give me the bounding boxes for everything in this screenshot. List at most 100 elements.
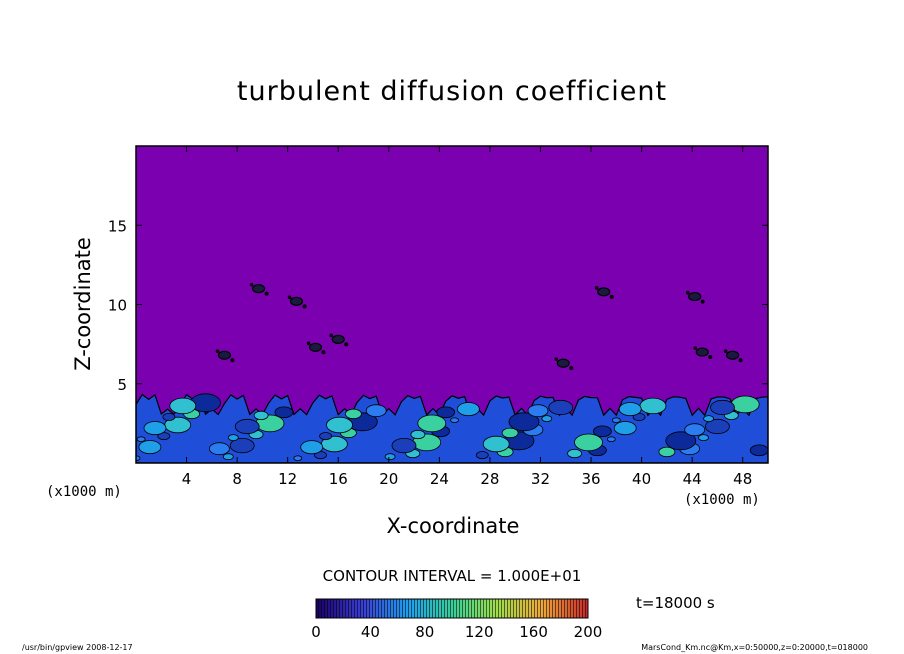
feature-cell bbox=[688, 291, 702, 302]
turbulence-cell bbox=[417, 414, 447, 433]
time-label: t=18000 s bbox=[636, 594, 715, 612]
turbulence-cell bbox=[208, 442, 230, 456]
x-unit-label-left: (x1000 m) bbox=[46, 484, 122, 500]
feature-cell bbox=[331, 334, 345, 344]
turbulence-cell bbox=[365, 404, 387, 418]
feature-dot bbox=[230, 358, 235, 363]
feature-dot bbox=[594, 286, 599, 290]
contour-interval-label: CONTOUR INTERVAL = 1.000E+01 bbox=[322, 567, 582, 585]
turbulence-cell bbox=[300, 440, 324, 455]
feature-cell bbox=[597, 287, 611, 297]
turbulence-cell bbox=[410, 429, 426, 440]
turbulence-cell bbox=[436, 406, 456, 419]
turbulence-cell bbox=[391, 437, 417, 454]
feature-dot bbox=[693, 346, 698, 350]
feature-cell bbox=[252, 284, 266, 294]
turbulence-cell bbox=[136, 436, 146, 443]
turbulence-cell bbox=[319, 432, 333, 441]
x-tick-label: 36 bbox=[581, 470, 600, 488]
feature-dot bbox=[723, 349, 728, 354]
feature-dot bbox=[306, 341, 311, 346]
feature-cell bbox=[308, 342, 323, 352]
turbulence-cell bbox=[611, 417, 621, 424]
x-axis-label: X-coordinate bbox=[386, 514, 520, 538]
feature-dot bbox=[329, 333, 334, 338]
turbulence-cell bbox=[730, 395, 760, 414]
turbulence-cell bbox=[222, 453, 234, 461]
x-tick-label: 12 bbox=[278, 470, 297, 488]
turbulence-cell bbox=[234, 418, 260, 435]
feature-group bbox=[215, 282, 743, 371]
chart-title: turbulent diffusion coefficient bbox=[236, 76, 668, 107]
boundary-layer-fill bbox=[136, 393, 768, 463]
y-axis-label: Z-coordinate bbox=[71, 237, 95, 371]
feature-cell bbox=[289, 296, 304, 306]
turbulence-cell bbox=[593, 425, 612, 438]
x-tick-label: 32 bbox=[531, 470, 550, 488]
turbulence-cell bbox=[162, 412, 176, 421]
x-tick-label: 4 bbox=[182, 470, 192, 488]
turbulence-cell bbox=[658, 446, 676, 458]
feature-cell bbox=[726, 350, 740, 360]
feature-dot bbox=[685, 290, 690, 295]
colorbar-tick-label: 0 bbox=[311, 623, 321, 641]
colorbar-stripes bbox=[316, 599, 588, 618]
turbulence-cell bbox=[613, 421, 637, 436]
y-tick-label: 10 bbox=[108, 297, 127, 315]
y-tick-label: 5 bbox=[117, 376, 127, 394]
feature-dot bbox=[700, 299, 705, 304]
x-unit-label-right: (x1000 m) bbox=[684, 492, 760, 508]
colorbar-tick-label: 40 bbox=[361, 623, 380, 641]
turbulence-cell bbox=[384, 453, 396, 461]
turbulence-cell bbox=[639, 397, 667, 415]
turbulence-cell bbox=[574, 433, 603, 452]
x-tick-label: 8 bbox=[232, 470, 242, 488]
turbulence-cell bbox=[169, 397, 197, 415]
turbulence-cell bbox=[229, 437, 255, 454]
turbulence-cell bbox=[293, 455, 303, 462]
feature-dot bbox=[302, 304, 307, 309]
turbulence-cell bbox=[344, 408, 362, 420]
x-tick-label: 24 bbox=[430, 470, 449, 488]
feature-cell bbox=[695, 347, 709, 357]
feature-dot bbox=[249, 282, 254, 287]
turbulence-cell bbox=[618, 402, 642, 417]
x-tick-label: 48 bbox=[733, 470, 752, 488]
footer-left: /usr/bin/gpview 2008-12-17 bbox=[22, 643, 133, 652]
x-tick-label: 16 bbox=[329, 470, 348, 488]
feature-cell bbox=[217, 350, 232, 360]
boundary-layer bbox=[136, 393, 768, 463]
turbulence-cell bbox=[508, 412, 540, 432]
x-tick-label: 44 bbox=[683, 470, 702, 488]
colorbar-tick-label: 80 bbox=[415, 623, 434, 641]
turbulence-cell bbox=[541, 415, 553, 423]
y-tick-label: 15 bbox=[108, 217, 127, 235]
colorbar-frame bbox=[315, 598, 589, 619]
turbulence-cell bbox=[253, 410, 269, 420]
footer-right: MarsCond_Km.nc@Km,x=0:50000,z=0:20000,t=… bbox=[641, 643, 868, 652]
colorbar-tick-label: 200 bbox=[574, 623, 603, 641]
turbulence-cell bbox=[326, 416, 353, 434]
turbulence-cell bbox=[227, 434, 239, 442]
turbulence-cell bbox=[138, 440, 162, 455]
feature-dot bbox=[321, 350, 326, 355]
turbulence-cell bbox=[684, 423, 706, 437]
feature-dot bbox=[287, 295, 292, 300]
turbulence-cell bbox=[665, 431, 697, 451]
turbulence-cell bbox=[143, 421, 167, 436]
turbulence-cell bbox=[705, 418, 730, 435]
turbulence-cell bbox=[274, 406, 294, 419]
turbulence-cell bbox=[548, 399, 574, 416]
colorbar-tick-label: 120 bbox=[465, 623, 494, 641]
turbulence-cell bbox=[450, 417, 459, 424]
turbulence-cell bbox=[749, 444, 768, 457]
turbulence-cell bbox=[501, 427, 519, 439]
turbulence-cell bbox=[482, 435, 510, 453]
colorbar-tick-group: 0 40 80 120 160 200 bbox=[311, 623, 602, 641]
colorbar-tick-label: 160 bbox=[519, 623, 548, 641]
x-tick-label: 20 bbox=[379, 470, 398, 488]
feature-dot bbox=[738, 358, 743, 363]
feature-dot bbox=[264, 291, 269, 296]
